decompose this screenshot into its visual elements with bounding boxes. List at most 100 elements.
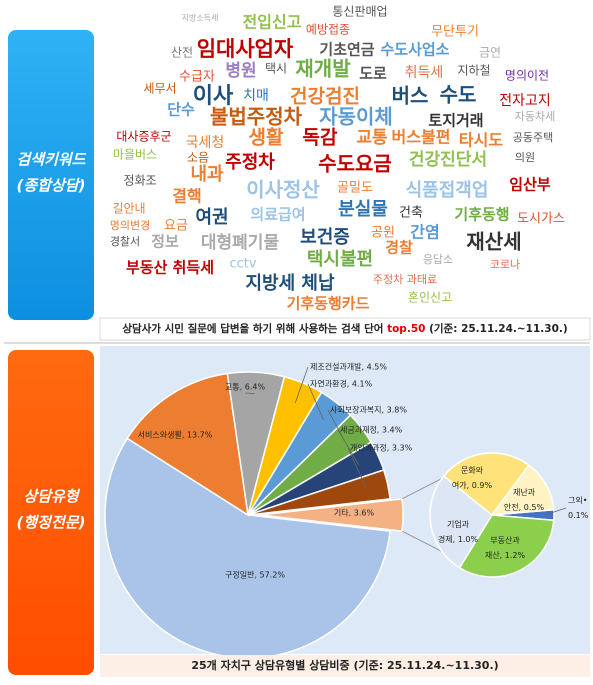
keyword: 기후동행카드 <box>287 295 370 313</box>
keyword: 재개발 <box>295 57 351 81</box>
data-label: 세금과재정, 3.4% <box>340 425 403 435</box>
data-label: 제조건설과개발, 4.5% <box>310 362 387 372</box>
keyword: 택시불편 <box>307 249 373 270</box>
keyword: 전입신고 <box>243 13 302 32</box>
keyword: 자동차세 <box>515 110 555 123</box>
keyword: 건강검진 <box>290 86 360 108</box>
keyword: 여권 <box>195 207 228 228</box>
keyword: 독감 <box>303 127 338 149</box>
keyword: 수도사업소 <box>380 41 449 59</box>
keyword: 치매 <box>243 88 269 104</box>
keyword: 도로 <box>359 65 387 83</box>
keyword: 지하철 <box>457 64 490 78</box>
leader-line <box>244 392 255 395</box>
data-label: 교통, 6.4% <box>225 383 266 392</box>
type-label-box <box>8 350 94 675</box>
keyword: 금연 <box>479 46 501 60</box>
keyword: 정보 <box>151 233 179 251</box>
keyword: 간염 <box>410 223 439 242</box>
keyword: 임대사업자 <box>197 37 294 61</box>
keyword: 이사 <box>193 84 234 109</box>
leader-line <box>544 507 567 516</box>
keyword: 명의이전 <box>505 69 549 83</box>
pie-slice <box>247 469 391 516</box>
keyword: 의원 <box>515 151 535 164</box>
keyword: 버스불편 <box>392 128 451 147</box>
data-label: 0.1% <box>568 511 589 520</box>
keyword: 세무서 <box>143 82 176 96</box>
keyword: 수급자 <box>179 70 215 85</box>
caption-highlight: top.50 <box>387 323 425 335</box>
keyword: 단수 <box>167 101 195 119</box>
data-label: 기업과 <box>447 520 470 529</box>
pie-slice <box>490 464 555 516</box>
keyword: 통신판매업 <box>332 5 387 19</box>
keyword: 대형폐기물 <box>201 232 280 253</box>
keyword: 이사정산 <box>246 178 320 202</box>
keyword: 교통 <box>356 128 388 148</box>
keyword: 재산세 <box>466 230 521 254</box>
keyword: 부동산 취득세 <box>126 259 214 277</box>
keyword: 도시가스 <box>517 212 565 227</box>
keyword: 수도 <box>440 83 477 107</box>
keyword: 공동주택 <box>513 131 553 144</box>
leader-line <box>337 429 359 465</box>
data-label: 구정일반, 57.2% <box>225 570 285 580</box>
keyword: 골밀도 <box>337 181 373 196</box>
keyword: 수도요금 <box>318 152 392 176</box>
data-label: 자연과환경, 4.1% <box>310 379 373 389</box>
pie-slice <box>104 437 391 659</box>
data-label: 사회보장과복지, 3.8% <box>330 405 407 415</box>
keyword: 경찰서 <box>110 235 140 248</box>
keyword: 버스 <box>392 84 429 108</box>
keyword: 생활 <box>249 127 284 149</box>
keyword: 건축 <box>399 206 423 221</box>
data-label: 개인과과정, 3.3% <box>350 443 413 453</box>
pie-slice <box>429 474 493 569</box>
pie-slice <box>442 452 530 517</box>
keyword: 주정차 과태료 <box>373 273 437 286</box>
keyword: 내과 <box>190 164 224 185</box>
keyword: 길안내 <box>112 202 145 216</box>
pie-slice <box>126 372 249 517</box>
data-label: 재난과 <box>513 488 536 497</box>
data-label: 기타, 3.6% <box>334 509 375 518</box>
keyword: 임산부 <box>509 176 551 194</box>
caption-part: (기준: 25.11.24.~11.30.) <box>425 322 567 335</box>
keyword: 산전 <box>171 46 193 60</box>
keyword: 요금 <box>164 219 188 234</box>
keyword: 전자고지 <box>499 93 551 109</box>
keyword: 대사증후군 <box>116 130 171 144</box>
pie-slice <box>259 498 404 532</box>
keyword: 타시도 <box>459 131 503 150</box>
keyword: 공원 <box>371 226 395 241</box>
keyword: 토지거래 <box>428 112 483 130</box>
keyword: 건강진단서 <box>409 150 487 170</box>
keyword-caption: 상담사가 시민 질문에 답변을 하기 위해 사용하는 검색 단어 top.50 … <box>122 322 567 335</box>
keyword-caption-box <box>99 317 591 341</box>
keyword: 정화조 <box>123 174 156 188</box>
data-label: 재산, 1.2% <box>485 550 526 560</box>
keyword-label-box <box>8 30 94 320</box>
keyword: 기후동행 <box>454 206 509 224</box>
leader-line <box>347 447 368 490</box>
keyword: 무단투기 <box>431 25 479 40</box>
keyword-label: 검색키워드 <box>16 151 86 169</box>
type-label: (행정전문) <box>17 514 86 532</box>
keyword: 불법주정차 <box>210 105 303 129</box>
charts: 구정일반, 57.2% 서비스와생활, 13.7% 교통, 6.4% 제조건설과개발,… <box>104 362 589 659</box>
keyword: 지방소득세 <box>182 13 219 23</box>
keyword: 결핵 <box>172 187 201 206</box>
keyword: 식품접객업 <box>406 180 489 201</box>
keyword: 기초연금 <box>319 41 374 59</box>
keyword: 코로나 <box>490 258 520 271</box>
data-label: 문화와 <box>461 465 484 475</box>
leader-line <box>294 366 309 404</box>
keyword: 보건증 <box>300 227 350 248</box>
keyword: 국세청 <box>186 135 225 151</box>
keyword: 택시 <box>265 62 287 76</box>
keyword: 의료급여 <box>250 206 305 224</box>
keyword: 소음 <box>187 151 209 165</box>
